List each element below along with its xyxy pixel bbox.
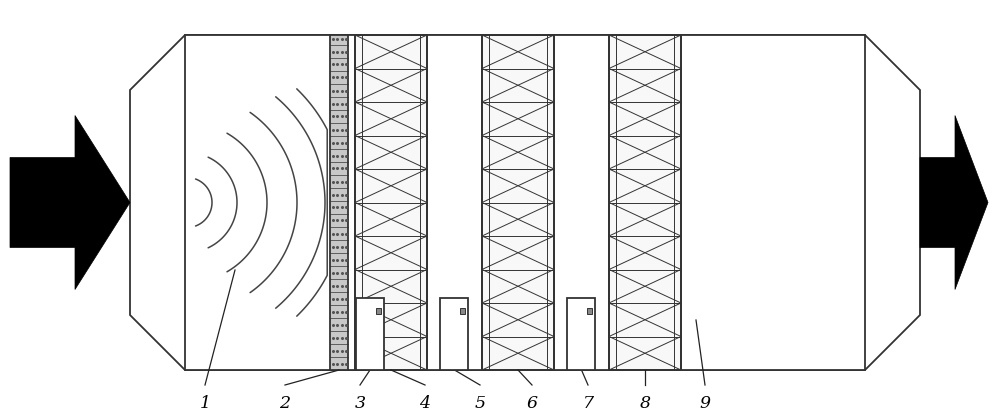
- Text: 4: 4: [420, 395, 430, 412]
- Polygon shape: [130, 35, 920, 370]
- Bar: [460, 308, 465, 314]
- Bar: [587, 308, 592, 314]
- Text: 8: 8: [640, 395, 650, 412]
- Bar: [330, 35, 348, 370]
- Text: 9: 9: [700, 395, 710, 412]
- Bar: [376, 308, 381, 314]
- Text: 1: 1: [199, 395, 210, 412]
- Bar: [185, 35, 865, 370]
- Bar: [356, 298, 384, 370]
- Bar: [482, 35, 554, 370]
- Text: 3: 3: [354, 395, 366, 412]
- Text: 2: 2: [280, 395, 290, 412]
- Polygon shape: [10, 115, 130, 290]
- Bar: [440, 298, 468, 370]
- Text: 7: 7: [582, 395, 594, 412]
- Text: 6: 6: [526, 395, 538, 412]
- Polygon shape: [920, 115, 988, 290]
- Bar: [567, 298, 595, 370]
- Bar: [355, 35, 427, 370]
- Text: 5: 5: [475, 395, 486, 412]
- Bar: [609, 35, 681, 370]
